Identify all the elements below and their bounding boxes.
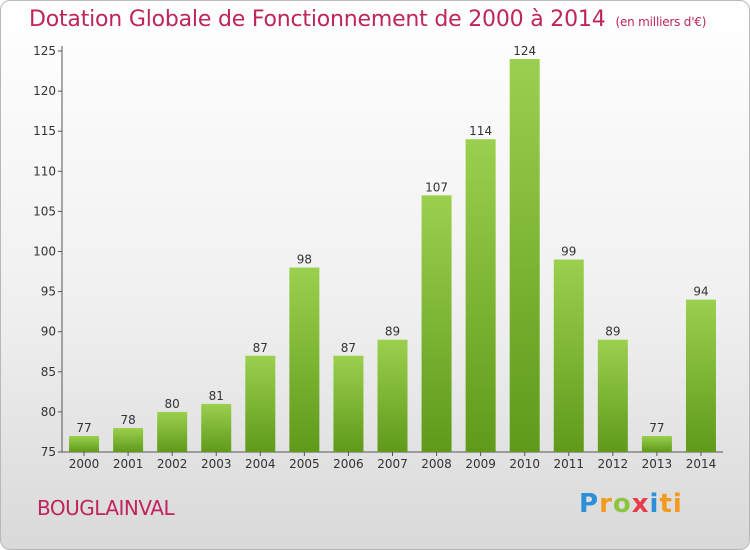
bar-value-label: 77 [649,421,664,435]
bar [245,355,276,452]
y-tick-label: 75 [41,445,56,459]
logo-letter: i [649,489,660,519]
bar [597,339,628,452]
proxiti-logo[interactable]: Proxiti [579,489,683,519]
bar-value-label: 81 [209,389,224,403]
x-tick-label: 2002 [157,457,188,471]
x-tick-label: 2011 [553,457,584,471]
bar-value-label: 99 [561,245,576,259]
bar [421,195,452,453]
x-tick-label: 2005 [289,457,320,471]
bar-value-label: 77 [76,421,91,435]
chart-title-text: Dotation Globale de Fonctionnement de 20… [29,7,606,32]
bar [641,435,672,452]
x-tick-label: 2000 [69,457,100,471]
x-tick-label: 2001 [113,457,144,471]
y-tick-label: 100 [33,245,56,259]
bar [377,339,408,452]
bar-value-label: 114 [469,124,492,138]
bar-value-label: 87 [253,341,268,355]
y-tick-label: 95 [41,285,56,299]
x-tick-label: 2007 [377,457,408,471]
y-tick-label: 115 [33,124,56,138]
bar-value-label: 78 [120,413,135,427]
bar [113,427,144,452]
bar-value-label: 89 [605,325,620,339]
bar-value-label: 94 [693,285,708,299]
x-tick-label: 2012 [598,457,629,471]
bar-value-label: 89 [385,325,400,339]
bar-value-label: 107 [425,180,448,194]
bar [69,435,100,452]
bar [289,267,320,452]
chart-title: Dotation Globale de Fonctionnement de 20… [29,7,706,32]
logo-letter: x [631,489,650,519]
bar [157,411,188,452]
bar [201,403,232,452]
bar [333,355,364,452]
bar [509,59,540,453]
y-tick-label: 85 [41,365,56,379]
y-tick-label: 90 [41,325,56,339]
chart-bars: 77 78 80 81 87 98 87 89 107 114 124 99 89 77 94 [69,44,716,453]
x-tick-label: 2004 [245,457,276,471]
bar-value-label: 87 [341,341,356,355]
logo-letter: r [599,489,613,519]
x-tick-label: 2008 [421,457,452,471]
x-tick-label: 2014 [686,457,717,471]
logo-letter: ti [659,489,683,519]
bar [465,139,496,452]
bar-value-label: 124 [513,44,536,58]
x-tick-label: 2006 [333,457,364,471]
y-tick-label: 110 [33,164,56,178]
x-tick-label: 2003 [201,457,232,471]
bar-value-label: 80 [165,397,180,411]
y-tick-label: 125 [33,44,56,58]
x-tick-label: 2013 [642,457,673,471]
commune-name: BOUGLAINVAL [37,496,175,520]
bar [553,259,584,452]
logo-letter: o [612,489,632,519]
y-tick-label: 120 [33,84,56,98]
bar [685,299,716,452]
x-tick-label: 2009 [465,457,496,471]
y-tick-label: 105 [33,204,56,218]
bar-value-label: 98 [297,253,312,267]
chart-subtitle: (en milliers d'€) [615,15,707,29]
y-tick-label: 80 [41,405,56,419]
chart-axes: 75 80 85 90 95 100 105 110 115 120 125 2000 2001 2002… [33,44,723,471]
logo-letter: P [579,489,600,519]
x-tick-label: 2010 [509,457,540,471]
